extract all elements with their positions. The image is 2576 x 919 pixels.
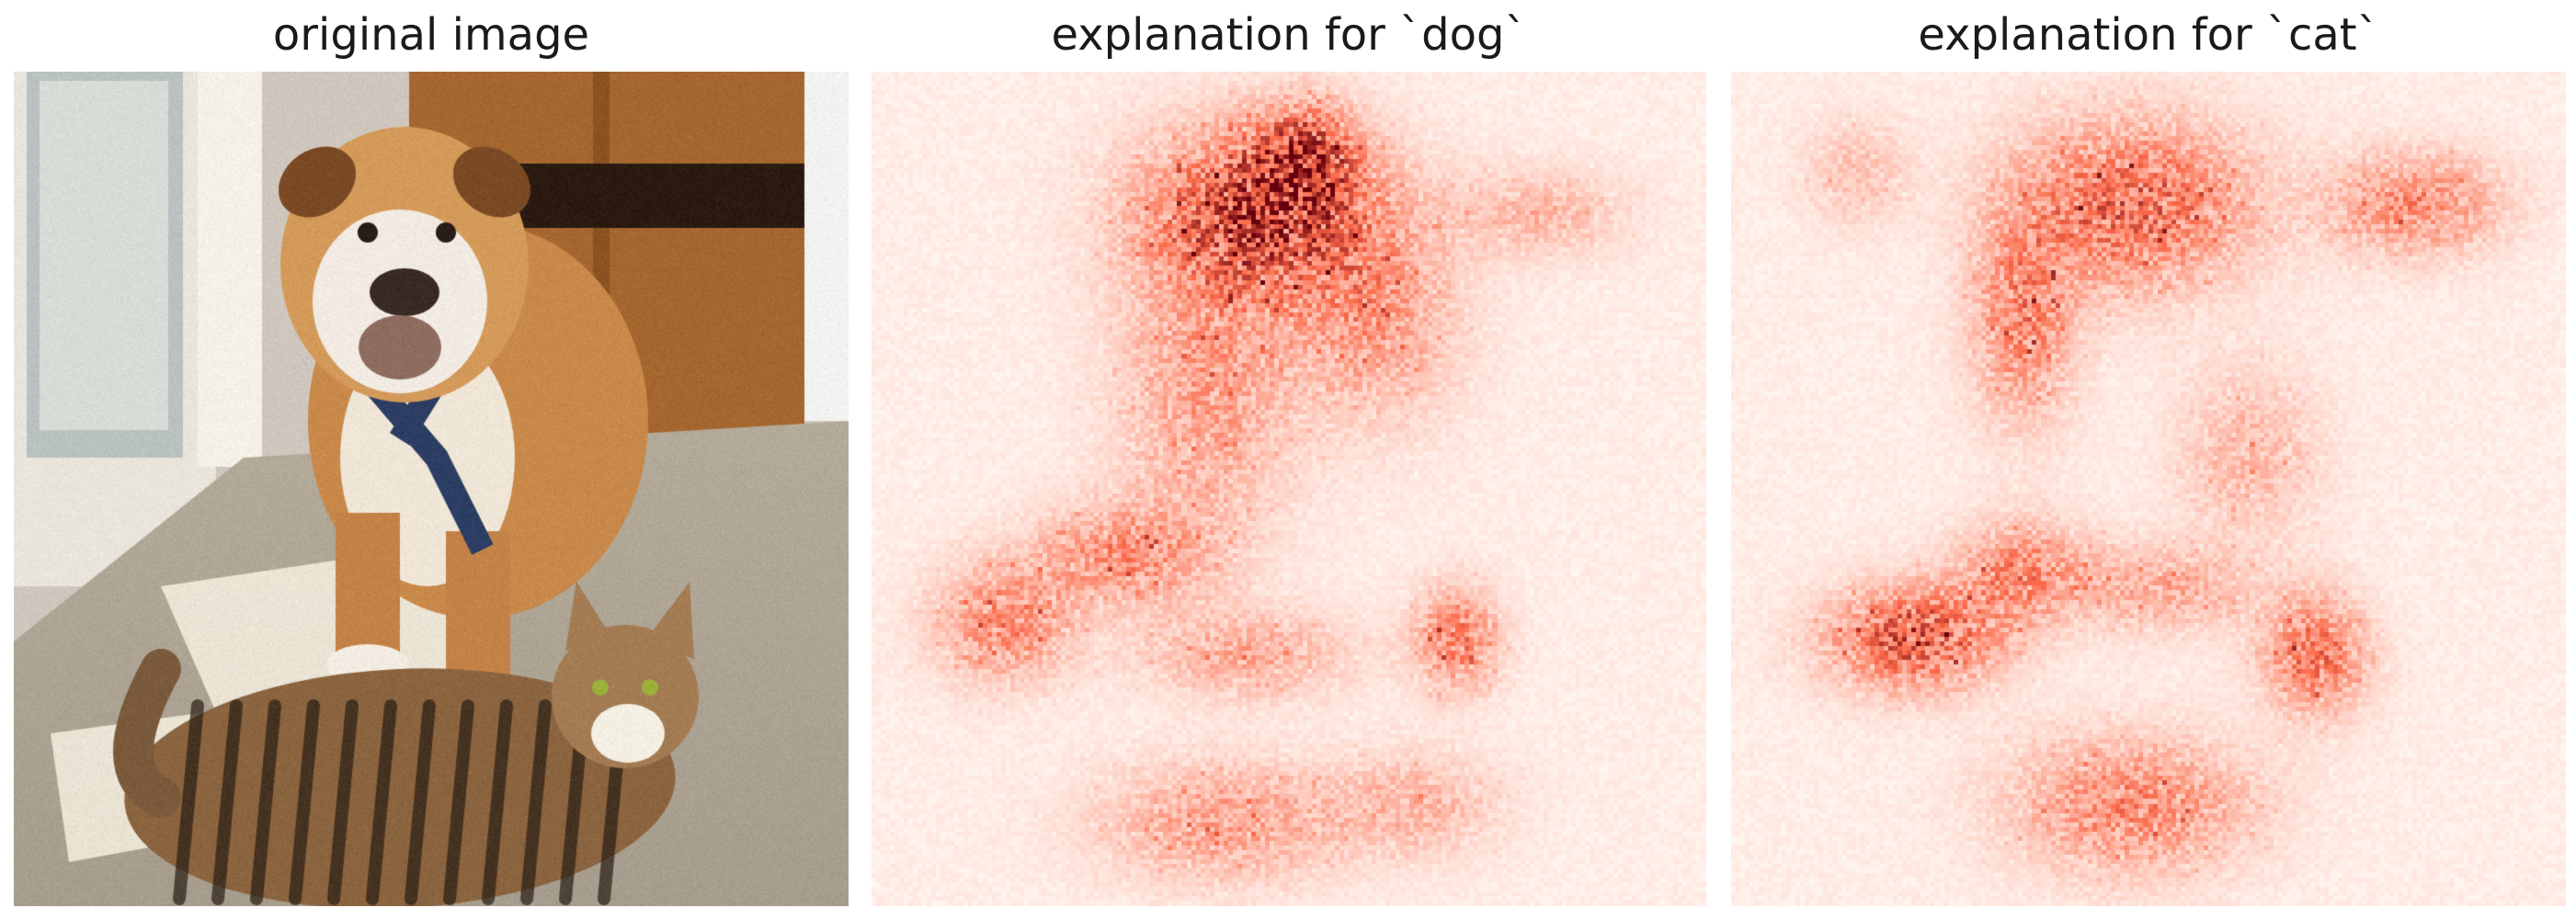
panel-title-dog: explanation for `dog` — [1051, 9, 1527, 61]
panel-original-image: original image — [14, 0, 849, 919]
panel-explanation-dog: explanation for `dog` — [872, 0, 1706, 919]
panel-title-cat: explanation for `cat` — [1918, 9, 2379, 61]
dog-saliency-heatmap — [872, 72, 1706, 906]
panel-explanation-cat: explanation for `cat` — [1731, 0, 2566, 919]
original-photo — [14, 72, 849, 906]
cat-saliency-heatmap — [1731, 72, 2566, 906]
panel-title-original: original image — [272, 9, 590, 61]
